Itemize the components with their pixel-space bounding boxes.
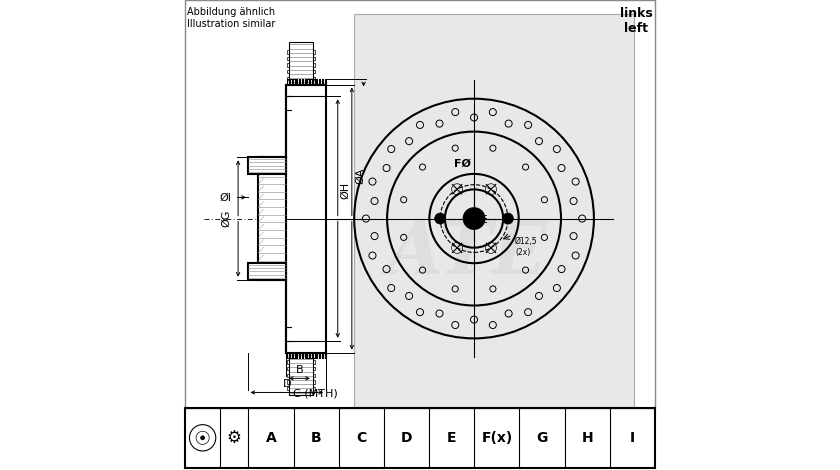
Text: B: B — [296, 365, 303, 375]
Bar — [312, 367, 315, 370]
Bar — [312, 380, 315, 384]
Text: ⚙: ⚙ — [227, 429, 242, 447]
Bar — [312, 387, 315, 390]
Bar — [287, 374, 289, 377]
Bar — [248, 157, 286, 174]
Text: E: E — [447, 431, 456, 445]
Bar — [287, 50, 289, 54]
Text: ØG: ØG — [221, 210, 231, 227]
Bar — [312, 50, 315, 54]
Bar — [312, 70, 315, 73]
Text: ØH: ØH — [340, 182, 350, 199]
Text: C: C — [356, 431, 366, 445]
Circle shape — [201, 436, 205, 440]
Bar — [312, 374, 315, 377]
Text: G: G — [537, 431, 548, 445]
Bar — [258, 157, 286, 280]
Text: Abbildung ähnlich
Illustration similar: Abbildung ähnlich Illustration similar — [187, 7, 276, 29]
Bar — [287, 57, 289, 60]
Bar — [289, 352, 312, 395]
Bar — [312, 360, 315, 364]
Text: I: I — [630, 431, 635, 445]
Text: F(x): F(x) — [481, 431, 512, 445]
Text: B: B — [311, 431, 322, 445]
Text: ATE: ATE — [386, 218, 548, 290]
Bar — [354, 14, 634, 407]
Bar — [287, 387, 289, 390]
Text: H: H — [581, 431, 593, 445]
Text: ØA: ØA — [355, 168, 365, 184]
Bar — [287, 70, 289, 73]
Text: FØ: FØ — [454, 159, 470, 169]
Text: Ø12,5
(2x): Ø12,5 (2x) — [515, 237, 538, 257]
Bar — [312, 77, 315, 80]
Text: ØI: ØI — [219, 192, 231, 203]
Text: D: D — [401, 431, 412, 445]
Text: links
left: links left — [620, 7, 653, 35]
Text: A: A — [265, 431, 276, 445]
Bar — [287, 77, 289, 80]
Circle shape — [502, 213, 513, 224]
Bar — [286, 85, 326, 352]
Bar — [287, 380, 289, 384]
Bar — [287, 367, 289, 370]
Circle shape — [435, 213, 446, 224]
Bar — [312, 57, 315, 60]
Bar — [312, 63, 315, 67]
Bar — [289, 42, 312, 85]
Bar — [248, 263, 286, 280]
Bar — [185, 0, 655, 408]
Text: D: D — [282, 379, 291, 389]
Circle shape — [464, 208, 485, 229]
Bar — [287, 63, 289, 67]
Text: C (MTH): C (MTH) — [293, 389, 338, 399]
Bar — [287, 360, 289, 364]
Text: ØE: ØE — [474, 215, 489, 225]
